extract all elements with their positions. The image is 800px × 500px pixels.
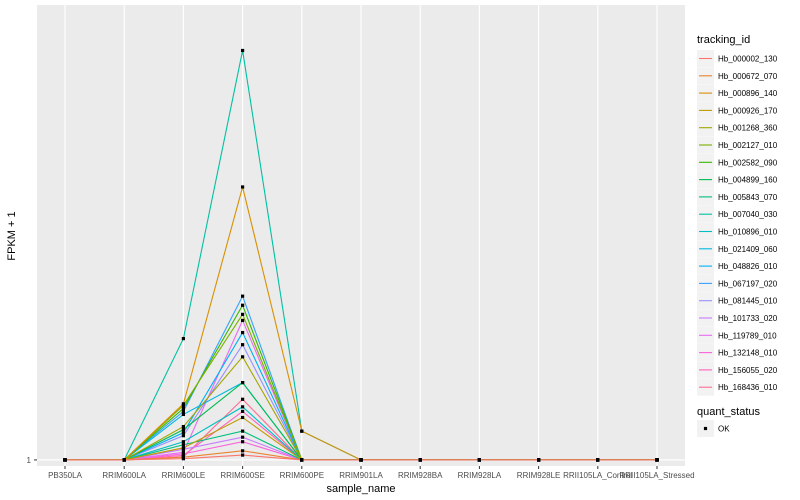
data-point (181, 440, 185, 444)
x-tick-label: RRII105LA_Stressed (619, 471, 694, 480)
legend-shape-title: quant_status (697, 406, 760, 418)
data-point (181, 406, 185, 410)
data-point (241, 343, 245, 347)
y-tick-label: 1 (27, 456, 32, 465)
data-point (596, 458, 600, 462)
data-point (241, 312, 245, 316)
legend-label: Hb_002582_090 (718, 158, 778, 167)
data-point (181, 455, 185, 459)
legend-label: Hb_132148_010 (718, 349, 778, 358)
legend-color-title: tracking_id (697, 34, 750, 46)
legend-label: Hb_001268_360 (718, 124, 778, 133)
data-point (63, 458, 67, 462)
data-point (241, 303, 245, 307)
x-tick-label: RRIM600LA (102, 471, 146, 480)
x-tick-label: RRIM928BA (398, 471, 443, 480)
data-point (300, 429, 304, 433)
y-axis-ticks: 1 (27, 456, 37, 465)
x-tick-label: RRII105LA_Control (563, 471, 633, 480)
data-point (181, 431, 185, 435)
data-point (477, 458, 481, 462)
legend-label: Hb_119789_010 (718, 331, 777, 340)
data-point (241, 294, 245, 298)
data-point (241, 449, 245, 453)
legend-key-point (703, 426, 708, 431)
data-point (359, 458, 363, 462)
legend-color: Hb_000002_130 Hb_000672_070 Hb_000896_140 H… (697, 50, 778, 396)
data-point (181, 403, 185, 407)
x-axis-ticks: PB350LA RRIM600LA RRIM600LE RRIM600SE RRIM60… (48, 466, 695, 480)
x-tick-label: RRIM901LA (339, 471, 383, 480)
data-point (655, 458, 659, 462)
x-tick-label: RRIM600PE (280, 471, 324, 480)
legend-label: Hb_004899_160 (718, 176, 778, 185)
x-tick-label: RRIM928LE (517, 471, 561, 480)
data-point (418, 458, 422, 462)
data-point (241, 318, 245, 323)
data-point (241, 355, 245, 359)
legend-label: OK (718, 425, 730, 434)
x-tick-label: RRIM600LE (162, 471, 206, 480)
legend-label: Hb_002127_010 (718, 141, 778, 150)
data-point (241, 48, 245, 53)
y-axis-title: FPKM + 1 (6, 211, 18, 260)
x-tick-label: PB350LA (48, 471, 82, 480)
data-point (241, 415, 245, 420)
legend-shape: OK (697, 420, 730, 437)
data-point (241, 330, 245, 335)
data-point (181, 412, 185, 417)
legend-label: Hb_000896_140 (718, 89, 778, 98)
data-point (181, 337, 185, 341)
data-point (241, 380, 245, 385)
legend-label: Hb_000002_130 (718, 55, 778, 64)
x-tick-label: RRIM928LA (458, 471, 502, 480)
data-point (241, 435, 245, 439)
data-point (241, 409, 245, 414)
data-point (300, 458, 304, 462)
data-point (241, 397, 245, 401)
legend-label: Hb_007040_030 (718, 210, 778, 219)
legend-label: Hb_021409_060 (718, 245, 778, 254)
legend-label: Hb_000672_070 (718, 72, 778, 81)
legend-label: Hb_081445_010 (718, 297, 778, 306)
data-point (181, 424, 185, 429)
legend-label: Hb_000926_170 (718, 106, 778, 115)
legend-label: Hb_005843_070 (718, 193, 778, 202)
data-point (241, 405, 245, 409)
legend-label: Hb_010896_010 (718, 228, 778, 237)
data-point (181, 434, 185, 438)
x-gridlines (64, 5, 658, 466)
x-tick-label: RRIM600SE (220, 471, 264, 480)
legend-label: Hb_168436_010 (718, 383, 778, 392)
data-point (181, 428, 185, 432)
data-point (181, 443, 185, 447)
data-point (241, 453, 245, 457)
legend-label: Hb_048826_010 (718, 262, 778, 271)
x-axis-title: sample_name (326, 483, 395, 495)
legend-label: Hb_067197_020 (718, 279, 778, 288)
data-point (181, 409, 185, 414)
legend-label: Hb_156055_020 (718, 366, 778, 375)
data-point (241, 429, 245, 433)
data-point (122, 458, 126, 462)
data-point (241, 440, 245, 444)
legend-label: Hb_101733_020 (718, 314, 778, 323)
data-point (181, 447, 185, 451)
data-point (537, 458, 541, 462)
series-points (63, 48, 659, 462)
data-point (241, 185, 245, 189)
